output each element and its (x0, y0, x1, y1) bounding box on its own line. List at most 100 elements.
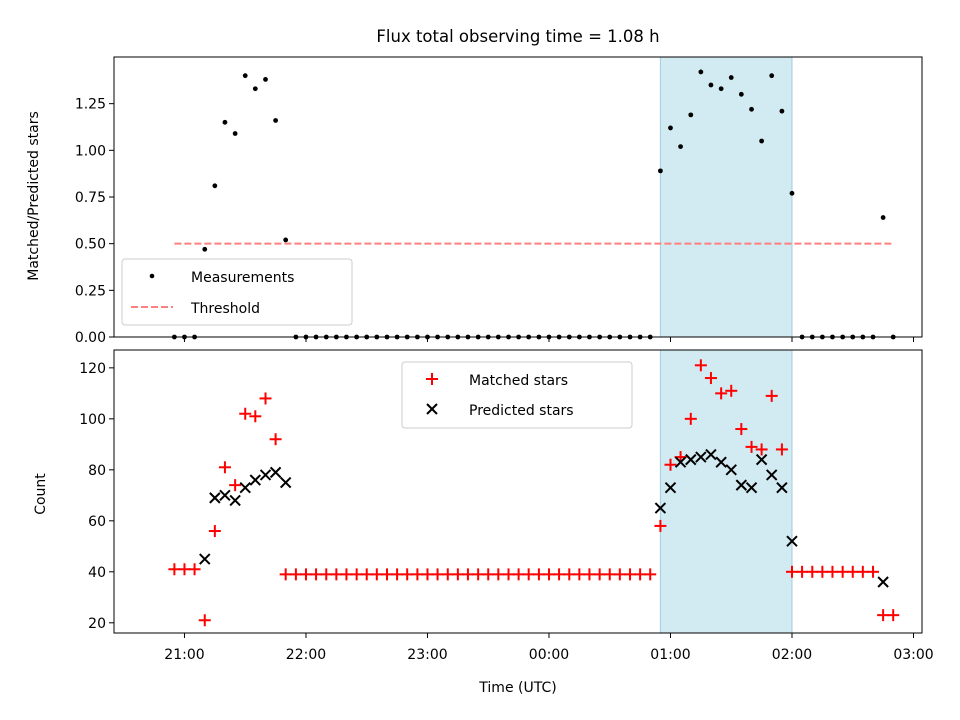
matched-stars-point (431, 568, 444, 581)
matched-stars-point (542, 568, 555, 581)
ratio-y-tick-label: 0.50 (75, 237, 106, 253)
matched-stars-point (239, 407, 252, 420)
matched-stars-point (532, 568, 545, 581)
x-tick-label: 23:00 (407, 647, 447, 663)
ratio-y-tick-label: 0.75 (75, 190, 106, 206)
count-highlight-span (659, 349, 793, 634)
predicted-stars-point (715, 456, 727, 468)
x-tick-label: 00:00 (529, 647, 569, 663)
x-tick-label: 03:00 (893, 647, 933, 663)
matched-stars-point (229, 479, 242, 492)
ratio-legend-box (121, 258, 353, 326)
matched-stars-point (421, 568, 434, 581)
legend-marker-measurements (149, 273, 155, 279)
measurements-point (263, 77, 268, 82)
legend-label-predicted: Predicted stars (469, 403, 574, 419)
predicted-stars-point (279, 476, 292, 489)
matched-stars-point (259, 392, 272, 405)
predicted-stars-point (259, 469, 272, 481)
predicted-stars-point (199, 553, 211, 565)
count-y-tick-label: 80 (88, 463, 106, 479)
matched-stars-point (269, 433, 282, 446)
predicted-stars-point (725, 464, 737, 476)
measurements-point (678, 144, 683, 150)
ratio-y-tick-label: 0.25 (75, 283, 106, 299)
chart-title: Flux total observing time = 1.08 h (376, 27, 659, 46)
predicted-stars-point (877, 576, 889, 588)
legend-marker-matched (426, 373, 438, 385)
predicted-stars-point (745, 481, 758, 494)
measurements-point (273, 118, 278, 123)
measurements-point (749, 106, 754, 112)
measurements-point (688, 112, 694, 118)
count-y-tick-label: 100 (79, 412, 106, 428)
predicted-stars-point (755, 453, 768, 466)
measurements-point (779, 108, 785, 114)
measurements-point (658, 168, 663, 174)
matched-stars-point (461, 568, 474, 581)
matched-stars-point (846, 565, 859, 578)
ratio-legend: Measurements Threshold (121, 258, 353, 326)
matched-stars-point (512, 568, 525, 581)
count-legend-box (401, 361, 633, 429)
count-y-tick-label: 20 (88, 616, 106, 632)
measurements-point (789, 190, 795, 196)
predicted-stars-point (786, 535, 798, 547)
matched-stars-point (704, 372, 717, 385)
matched-stars-point (401, 568, 414, 581)
matched-stars-point (168, 563, 181, 576)
predicted-stars-point (695, 451, 707, 463)
predicted-stars-point (685, 453, 697, 466)
x-tick-label: 21:00 (164, 647, 204, 663)
count-y-tick-label: 40 (88, 565, 106, 581)
ratio-y-tick-label: 1.00 (75, 143, 106, 159)
count-panel: 20 40 60 80 100 120 21:00 22:00 23:00 00:00 01:00 0… (33, 349, 934, 696)
matched-stars-point (370, 568, 383, 581)
measurements-point (202, 246, 208, 252)
legend-label-matched: Matched stars (469, 373, 568, 389)
matched-stars-point (856, 565, 869, 578)
matched-stars-point (330, 568, 343, 581)
matched-stars-point (178, 563, 191, 576)
matched-stars-point (451, 568, 464, 581)
ratio-panel-frame (113, 56, 923, 338)
ratio-y-tick-label: 1.25 (75, 97, 106, 113)
count-y-tick-label: 120 (79, 361, 106, 377)
ratio-y-axis-label: Matched/Predicted stars (26, 111, 42, 281)
matched-stars-point (381, 568, 394, 581)
matched-stars-point (664, 458, 677, 471)
matched-stars-point (867, 565, 880, 578)
legend-label-threshold: Threshold (190, 301, 260, 317)
matched-stars-point (654, 519, 667, 532)
predicted-stars-point (735, 479, 748, 491)
matched-stars-point (553, 568, 566, 581)
x-tick-label: 01:00 (650, 647, 690, 663)
matched-stars-point (816, 565, 829, 578)
matched-stars-point (765, 389, 778, 402)
predicted-stars-point (229, 494, 241, 507)
matched-stars-point (472, 568, 485, 581)
ratio-y-tick-label: 0.00 (75, 330, 106, 346)
predicted-stars-point (776, 481, 788, 494)
measurements-point (728, 75, 734, 80)
measurements-point (880, 215, 886, 220)
matched-stars-point (806, 565, 819, 578)
measurements-point (242, 73, 248, 79)
count-y-axis-label: Count (33, 473, 49, 515)
matched-stars-point (573, 568, 586, 581)
predicted-stars-point (209, 492, 221, 504)
matched-stars-point (613, 568, 626, 581)
matched-stars-point (725, 384, 738, 397)
measurements-point (769, 73, 775, 79)
measurements-point (283, 237, 289, 243)
matched-stars-point (644, 568, 657, 581)
measurements-point (698, 69, 704, 75)
matched-stars-point (877, 609, 890, 622)
matched-stars-point (279, 568, 292, 581)
matched-stars-point (320, 568, 333, 581)
matched-stars-point (441, 568, 454, 581)
count-y-tick-label: 60 (88, 514, 106, 530)
count-legend: Matched stars Predicted stars (401, 361, 633, 429)
measurements-point (738, 91, 744, 97)
